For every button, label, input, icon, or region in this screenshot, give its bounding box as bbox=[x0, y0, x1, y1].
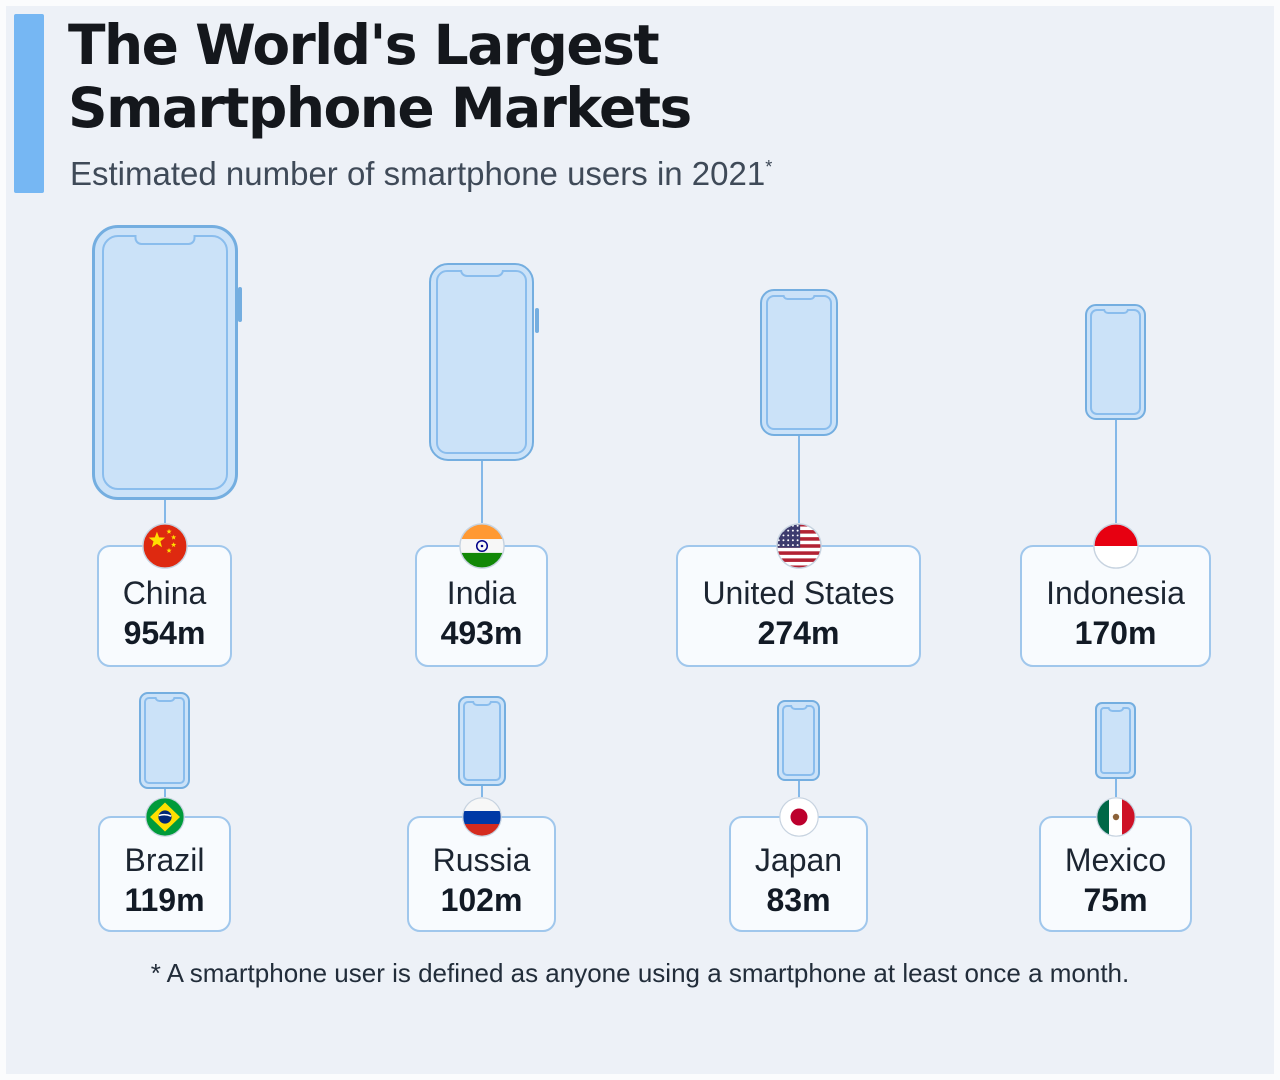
country-name: Japan bbox=[754, 841, 843, 878]
phone-screen bbox=[782, 705, 815, 777]
title-block: The World's Largest Smartphone Markets Es… bbox=[68, 14, 772, 193]
subtitle: Estimated number of smartphone users in … bbox=[70, 155, 772, 193]
flag-icon-mexico bbox=[1095, 797, 1136, 837]
subtitle-asterisk: * bbox=[765, 157, 773, 178]
phone-notch bbox=[1107, 707, 1124, 713]
phone-notch bbox=[154, 697, 175, 703]
phone-pictogram-area bbox=[957, 201, 1274, 524]
country-value: 83m bbox=[766, 881, 831, 918]
title-accent-bar bbox=[14, 14, 44, 194]
smartphone-icon bbox=[91, 224, 242, 500]
phone-side-button bbox=[237, 287, 242, 323]
country-value: 75m bbox=[1083, 881, 1148, 918]
phone-screen bbox=[462, 700, 501, 781]
phone-notch bbox=[789, 705, 808, 711]
phone-screen bbox=[1090, 309, 1141, 416]
phone-screen bbox=[1100, 707, 1131, 775]
country-cell-mexico: Mexico 75m bbox=[957, 685, 1274, 932]
country-name: Indonesia bbox=[1046, 575, 1185, 612]
country-cell-indonesia: Indonesia 170m bbox=[957, 201, 1274, 667]
country-name: China bbox=[122, 575, 207, 612]
phone-screen bbox=[101, 234, 228, 490]
country-cell-united-states: United States 274m bbox=[640, 201, 957, 667]
country-value: 493m bbox=[440, 615, 523, 652]
flag-icon-united-states bbox=[775, 523, 822, 570]
title-line-2: Smartphone Markets bbox=[68, 75, 692, 140]
country-value: 119m bbox=[124, 881, 205, 918]
flag-icon-japan bbox=[778, 797, 819, 837]
flag-icon-indonesia bbox=[1092, 523, 1139, 570]
country-cell-china: China 954m bbox=[6, 201, 323, 667]
smartphone-icon bbox=[429, 263, 539, 462]
country-name: United States bbox=[702, 575, 895, 612]
phone-notch bbox=[1102, 309, 1129, 315]
flag-icon-india bbox=[458, 523, 505, 570]
phone-notch bbox=[782, 294, 815, 300]
country-cell-russia: Russia 102m bbox=[323, 685, 640, 932]
phone-pictogram-area bbox=[640, 685, 957, 797]
country-cell-japan: Japan 83m bbox=[640, 685, 957, 932]
country-value: 170m bbox=[1074, 615, 1157, 652]
phone-pictogram-area bbox=[323, 685, 640, 797]
page-title: The World's Largest Smartphone Markets bbox=[68, 14, 772, 139]
country-value: 274m bbox=[757, 615, 840, 652]
phone-screen bbox=[144, 697, 185, 785]
subtitle-text: Estimated number of smartphone users in … bbox=[70, 155, 766, 193]
country-name: Russia bbox=[432, 841, 531, 878]
smartphone-icon bbox=[1095, 702, 1136, 780]
header: The World's Largest Smartphone Markets Es… bbox=[0, 0, 1280, 194]
country-label-box: Indonesia 170m bbox=[1020, 545, 1211, 667]
smartphone-icon bbox=[139, 692, 190, 790]
country-cell-brazil: Brazil 119m bbox=[6, 685, 323, 932]
phone-side-button bbox=[535, 308, 539, 334]
country-value: 102m bbox=[440, 881, 523, 918]
smartphone-icon bbox=[777, 700, 820, 782]
title-line-1: The World's Largest bbox=[68, 13, 660, 77]
country-cell-india: India 493m bbox=[323, 201, 640, 667]
country-name: India bbox=[446, 575, 517, 612]
country-label-box: Mexico 75m bbox=[1038, 815, 1193, 932]
smartphone-icon bbox=[759, 288, 838, 436]
phone-pictogram-area bbox=[640, 201, 957, 524]
phone-pictogram-area bbox=[6, 201, 323, 524]
smartphone-icon bbox=[457, 695, 506, 786]
phone-notch bbox=[471, 700, 492, 706]
phone-pictogram-area bbox=[957, 685, 1274, 797]
phone-screen bbox=[436, 270, 527, 455]
phone-notch bbox=[134, 234, 195, 245]
flag-icon-russia bbox=[461, 797, 502, 837]
flag-icon-china bbox=[141, 523, 188, 570]
country-label-box: India 493m bbox=[414, 545, 549, 667]
phone-pictogram-area bbox=[323, 201, 640, 524]
smartphone-icon bbox=[1085, 304, 1146, 421]
phone-notch bbox=[459, 270, 504, 278]
country-name: Mexico bbox=[1064, 841, 1167, 878]
flag-icon-brazil bbox=[144, 797, 185, 837]
phone-screen bbox=[765, 294, 832, 430]
country-label-box: China 954m bbox=[96, 545, 233, 667]
footnote: * A smartphone user is defined as anyone… bbox=[150, 957, 1130, 988]
pictogram-chart: China 954m India 493m United States 274m Indon… bbox=[0, 201, 1280, 932]
country-name: Brazil bbox=[124, 841, 205, 878]
country-value: 954m bbox=[123, 615, 206, 652]
phone-pictogram-area bbox=[6, 685, 323, 797]
